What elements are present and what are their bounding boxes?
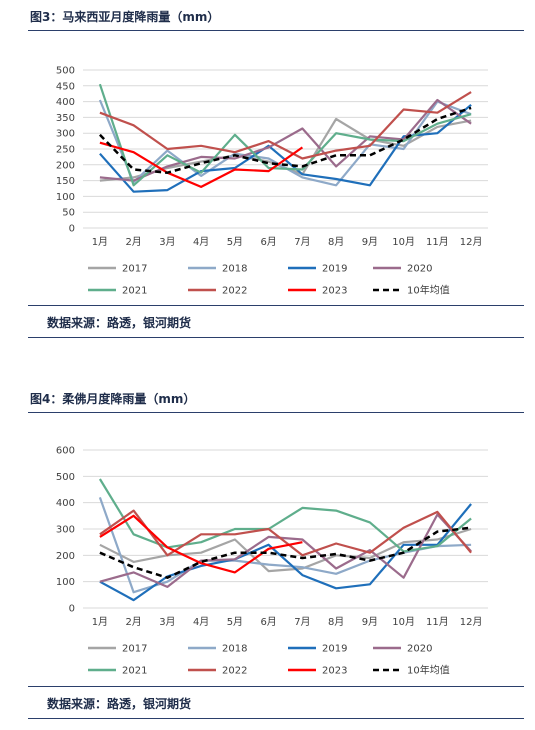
malaysia-legend-label: 2020 <box>407 264 432 275</box>
malaysia-x-tick-label: 12月 <box>460 236 483 248</box>
johor-series-line-0 <box>99 527 472 573</box>
malaysia-y-tick-label: 50 <box>62 208 75 219</box>
johor-x-tick-label: 10月 <box>392 616 415 628</box>
johor-x-tick-label: 3月 <box>159 616 175 628</box>
malaysia-x-tick-label: 2月 <box>125 236 141 248</box>
malaysia-legend-label: 2017 <box>122 264 147 275</box>
malaysia-x-tick-label: 11月 <box>426 236 449 248</box>
malaysia-y-tick-label: 0 <box>69 224 75 235</box>
malaysia-x-tick-label: 7月 <box>294 236 310 248</box>
johor-legend-label: 2022 <box>222 666 247 677</box>
malaysia-y-tick-label: 500 <box>56 66 75 77</box>
johor-x-tick-label: 12月 <box>460 616 483 628</box>
figure-3-title: 图3：马来西亚月度降雨量（mm） <box>30 10 220 24</box>
johor-y-tick-label: 400 <box>56 498 75 509</box>
malaysia-y-tick-label: 400 <box>56 97 75 108</box>
malaysia-legend-label: 2018 <box>222 264 247 275</box>
figure-4-top-rule <box>28 412 524 413</box>
malaysia-x-tick-label: 3月 <box>159 236 175 248</box>
johor-x-tick-label: 4月 <box>193 616 209 628</box>
johor-series-line-7 <box>99 526 472 579</box>
malaysia-x-tick-label: 4月 <box>193 236 209 248</box>
malaysia-y-tick-label: 100 <box>56 192 75 203</box>
johor-legend-label: 2023 <box>322 666 347 677</box>
malaysia-x-tick-label: 1月 <box>92 236 108 248</box>
figure-3-bottom-rule <box>28 305 524 306</box>
malaysia-x-tick-label: 6月 <box>260 236 276 248</box>
johor-series-line-2 <box>99 503 472 602</box>
johor-legend-label: 2019 <box>322 644 347 655</box>
figure-4-bottom-rule <box>28 686 524 687</box>
johor-x-tick-label: 1月 <box>92 616 108 628</box>
malaysia-legend-label: 2022 <box>222 286 247 297</box>
figure-3-source: 数据来源：路透，银河期货 <box>47 316 192 330</box>
johor-legend-label: 2017 <box>122 644 147 655</box>
malaysia-legend-label: 10年均值 <box>407 284 450 297</box>
malaysia-legend-label: 2023 <box>322 286 347 297</box>
malaysia-y-tick-label: 300 <box>56 129 75 140</box>
johor-x-tick-label: 7月 <box>294 616 310 628</box>
figure-3-top-rule <box>28 30 524 31</box>
malaysia-y-tick-label: 350 <box>56 113 75 124</box>
malaysia-legend-label: 2021 <box>122 286 147 297</box>
johor-y-tick-label: 100 <box>56 577 75 588</box>
johor-x-tick-label: 5月 <box>227 616 243 628</box>
malaysia-series-line-4 <box>98 83 472 187</box>
johor-rainfall-chart: 0 100 200 300 400 500 600 1月 2月 3月 4月 5月 6月 7月 8月 9月 10月… <box>56 446 488 677</box>
malaysia-rainfall-chart: 0 50 100 150 200 250 300 350 400 450 500 1月 2月 3月 4月 5月… <box>56 66 488 297</box>
johor-x-tick-label: 2月 <box>125 616 141 628</box>
malaysia-x-tick-label: 9月 <box>362 236 378 248</box>
figure-4-source: 数据来源：路透，银河期货 <box>47 697 192 711</box>
johor-y-tick-label: 300 <box>56 525 75 536</box>
johor-y-tick-label: 500 <box>56 472 75 483</box>
johor-series-line-3 <box>99 513 472 588</box>
malaysia-series-line-6 <box>99 141 304 188</box>
malaysia-y-tick-label: 150 <box>56 176 75 187</box>
johor-y-tick-label: 0 <box>69 604 75 615</box>
malaysia-y-tick-label: 450 <box>56 81 75 92</box>
johor-series-line-6 <box>99 514 303 574</box>
malaysia-x-tick-label: 8月 <box>328 236 344 248</box>
figure-4-source-rule <box>28 718 524 719</box>
malaysia-x-tick-label: 10月 <box>392 236 415 248</box>
figure-4-title: 图4：柔佛月度降雨量（mm） <box>30 392 196 406</box>
malaysia-series-line-7 <box>99 106 472 174</box>
johor-y-tick-label: 200 <box>56 551 75 562</box>
johor-x-tick-label: 11月 <box>426 616 449 628</box>
malaysia-y-tick-label: 200 <box>56 160 75 171</box>
malaysia-series-line-5 <box>99 91 472 160</box>
johor-x-tick-label: 6月 <box>260 616 276 628</box>
malaysia-x-tick-label: 5月 <box>227 236 243 248</box>
johor-legend-label: 2018 <box>222 644 247 655</box>
malaysia-legend-label: 2019 <box>322 264 347 275</box>
figure-3-source-rule <box>28 337 524 338</box>
johor-series-line-5 <box>99 509 472 557</box>
malaysia-y-tick-label: 250 <box>56 145 75 156</box>
johor-x-tick-label: 9月 <box>362 616 378 628</box>
johor-legend-label: 10年均值 <box>407 664 450 677</box>
johor-y-tick-label: 600 <box>56 446 75 457</box>
johor-legend-label: 2021 <box>122 666 147 677</box>
johor-legend-label: 2020 <box>407 644 432 655</box>
johor-x-tick-label: 8月 <box>328 616 344 628</box>
